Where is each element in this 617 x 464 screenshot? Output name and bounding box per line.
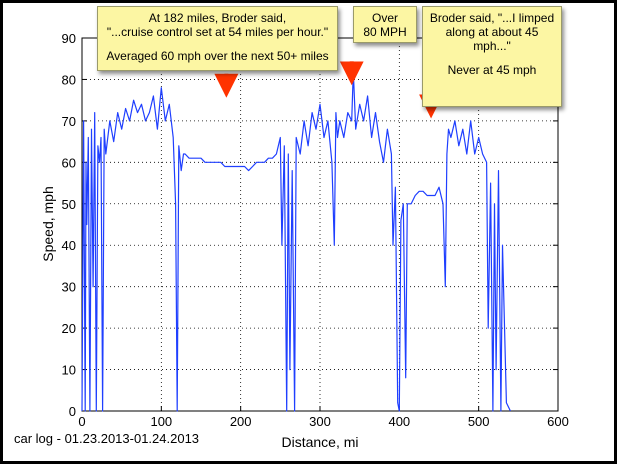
y-tick-label: 30 <box>62 280 76 295</box>
annotation-line: mph..." <box>473 39 511 53</box>
y-tick-label: 20 <box>62 321 76 336</box>
annotation-line: Broder said, "...I limped <box>429 11 555 25</box>
y-tick-label: 60 <box>62 155 76 170</box>
annotation-limped-45: Broder said, "...I limped along at about… <box>422 6 562 107</box>
y-axis-label: Speed, mph <box>40 186 56 262</box>
figure-frame: 0 100 200 300 400 500 600 0 10 20 30 40 50 60 70 80 90 D… <box>3 3 614 461</box>
y-tick-label: 10 <box>62 363 76 378</box>
axis-ticks: 0 100 200 300 400 500 600 0 10 20 30 40 50 60 70 80 90 <box>62 31 569 429</box>
annotation-line: along at about 45 <box>445 25 539 39</box>
x-tick-label: 400 <box>388 414 410 429</box>
caption: car log - 01.23.2013-01.24.2013 <box>14 431 200 446</box>
speed-line <box>81 70 511 412</box>
annotation-line: At 182 miles, Broder said, <box>148 11 287 25</box>
x-tick-label: 200 <box>230 414 252 429</box>
x-axis-label: Distance, mi <box>281 434 358 450</box>
annotation-line: "...cruise control set at 54 miles per h… <box>106 25 329 39</box>
x-tick-label: 500 <box>468 414 490 429</box>
x-tick-label: 0 <box>78 414 85 429</box>
x-tick-label: 600 <box>547 414 569 429</box>
speed-series <box>81 70 511 412</box>
y-tick-label: 0 <box>69 404 76 419</box>
annotation-over-80: Over 80 MPH <box>353 6 417 43</box>
x-tick-label: 100 <box>150 414 172 429</box>
annotation-line: 80 MPH <box>363 25 407 39</box>
y-tick-label: 80 <box>62 72 76 87</box>
y-tick-label: 70 <box>62 114 76 129</box>
y-tick-label: 50 <box>62 197 76 212</box>
annotation-line: Averaged 60 mph over the next 50+ miles <box>106 49 329 63</box>
annotation-line: Never at 45 mph <box>447 63 537 77</box>
x-tick-label: 300 <box>309 414 331 429</box>
annotation-line: Over <box>371 11 398 25</box>
y-tick-label: 90 <box>62 31 76 46</box>
y-tick-label: 40 <box>62 238 76 253</box>
annotation-cruise-control: At 182 miles, Broder said, "...cruise co… <box>97 6 338 71</box>
